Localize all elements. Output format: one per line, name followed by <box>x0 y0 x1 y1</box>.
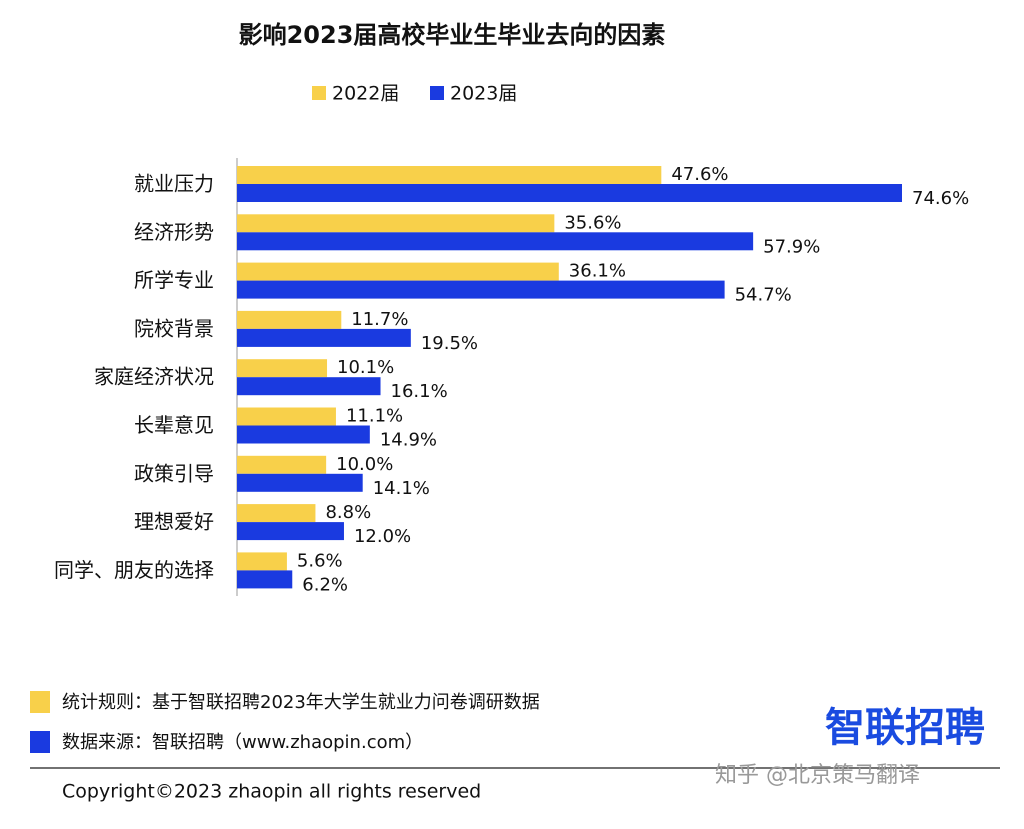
data-label: 11.7% <box>351 309 408 330</box>
data-label: 10.1% <box>337 357 394 378</box>
y-tick-label: 家庭经济状况 <box>94 365 214 389</box>
note: 数据来源：智联招聘（www.zhaopin.com） <box>62 732 423 753</box>
data-label: 14.9% <box>380 430 437 451</box>
bar <box>237 407 336 426</box>
bar <box>237 570 293 589</box>
data-label: 57.9% <box>763 236 820 257</box>
y-tick-label: 同学、朋友的选择 <box>54 558 214 582</box>
data-label: 19.5% <box>421 333 478 354</box>
y-tick-label: 经济形势 <box>134 220 214 244</box>
note-marker <box>30 731 50 753</box>
bar <box>237 184 902 202</box>
legend-label: 2023届 <box>450 83 517 105</box>
data-label: 5.6% <box>297 550 343 571</box>
y-tick-label: 就业压力 <box>134 172 214 196</box>
bar <box>237 522 344 541</box>
y-tick-label: 院校背景 <box>134 316 214 340</box>
copyright: Copyright©2023 zhaopin all rights reserv… <box>62 781 481 803</box>
bar <box>237 262 559 281</box>
bar <box>237 504 316 523</box>
bar <box>237 328 411 347</box>
legend-label: 2022届 <box>332 83 399 105</box>
note-marker <box>30 691 50 713</box>
y-tick-label: 政策引导 <box>134 461 214 485</box>
bar <box>237 232 754 251</box>
data-label: 35.6% <box>564 212 621 233</box>
y-tick-label: 理想爱好 <box>134 510 214 534</box>
data-label: 6.2% <box>302 574 348 595</box>
data-label: 36.1% <box>569 261 626 282</box>
watermark: 知乎 @北京策马翻译 <box>715 763 920 788</box>
logo: 智联招聘 <box>825 705 985 751</box>
data-label: 12.0% <box>354 526 411 547</box>
bar <box>237 425 370 444</box>
bar <box>237 473 363 492</box>
chart-title: 影响2023届高校毕业生毕业去向的因素 <box>239 21 666 49</box>
data-label: 10.0% <box>336 454 393 475</box>
bar <box>237 552 287 571</box>
bar <box>237 214 555 233</box>
legend-marker <box>312 86 326 100</box>
data-label: 16.1% <box>391 381 448 402</box>
bar <box>237 455 327 474</box>
legend-marker <box>430 86 444 100</box>
data-label: 14.1% <box>373 478 430 499</box>
bar <box>237 280 725 299</box>
bar <box>237 377 381 396</box>
y-tick-label: 所学专业 <box>134 268 214 292</box>
y-tick-label: 长辈意见 <box>134 413 214 437</box>
bar <box>237 359 328 378</box>
data-label: 47.6% <box>671 164 728 185</box>
data-label: 8.8% <box>325 502 371 523</box>
data-label: 74.6% <box>912 188 969 209</box>
note: 统计规则：基于智联招聘2023年大学生就业力问卷调研数据 <box>62 692 540 713</box>
bar <box>237 166 662 184</box>
data-label: 54.7% <box>735 285 792 306</box>
bar <box>237 310 342 329</box>
data-label: 11.1% <box>346 406 403 427</box>
